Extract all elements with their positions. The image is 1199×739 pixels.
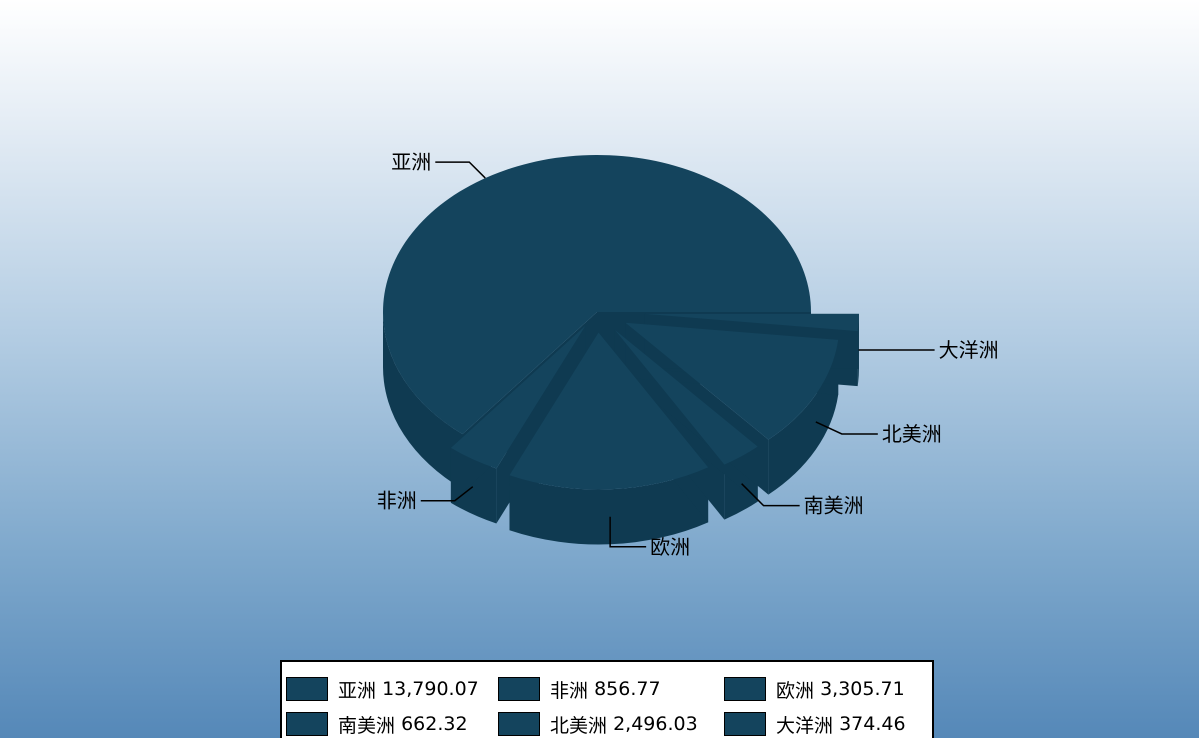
slice-south-america-top	[614, 329, 758, 465]
callout-label: 亚洲	[391, 150, 431, 174]
legend-value: 13,790.07	[382, 678, 479, 700]
legend: 亚洲 13,790.07 非洲 856.77 欧洲 3,305.71 南美洲 6…	[280, 660, 934, 738]
legend-label: 南美洲	[338, 714, 396, 737]
callout-line	[609, 516, 647, 548]
callout-label: 大洋洲	[939, 338, 999, 362]
callout-label: 北美洲	[882, 422, 942, 446]
legend-label: 大洋洲	[776, 714, 834, 737]
legend-value: 662.32	[401, 713, 468, 735]
slice-side	[509, 467, 709, 545]
legend-item-south-america: 南美洲 662.32	[286, 709, 468, 739]
legend-item-oceania: 大洋洲 374.46	[724, 709, 906, 739]
legend-swatch	[498, 677, 540, 701]
slice-side	[768, 339, 839, 495]
legend-item-asia: 亚洲 13,790.07	[286, 674, 479, 704]
legend-item-north-america: 北美洲 2,496.03	[498, 709, 698, 739]
callout-line	[815, 421, 878, 435]
slice-europe-top	[509, 332, 709, 490]
callout-label: 非洲	[377, 489, 417, 513]
legend-value: 374.46	[839, 713, 906, 735]
legend-label: 欧洲	[776, 679, 815, 702]
callout-label: 南美洲	[804, 494, 864, 518]
slice-asia-top	[383, 155, 811, 435]
legend-value: 2,496.03	[613, 713, 698, 735]
legend-swatch	[498, 712, 540, 736]
pie-tops	[383, 155, 859, 490]
legend-item-africa: 非洲 856.77	[498, 674, 661, 704]
legend-label: 非洲	[550, 679, 589, 702]
slice-side	[383, 312, 463, 490]
legend-label: 亚洲	[338, 679, 377, 702]
callout-line	[435, 161, 486, 179]
legend-value: 856.77	[594, 678, 661, 700]
legend-swatch	[724, 677, 766, 701]
legend-swatch	[286, 712, 328, 736]
callout-label: 欧洲	[650, 535, 690, 559]
legend-label: 北美洲	[550, 714, 608, 737]
callout-line	[741, 483, 800, 507]
legend-swatch	[724, 712, 766, 736]
legend-value: 3,305.71	[820, 678, 905, 700]
slice-africa-top	[450, 325, 586, 469]
slice-north-america-top	[625, 322, 839, 440]
callout-line	[420, 486, 474, 502]
slice-oceania-top	[644, 313, 859, 332]
legend-item-europe: 欧洲 3,305.71	[724, 674, 905, 704]
legend-swatch	[286, 677, 328, 701]
